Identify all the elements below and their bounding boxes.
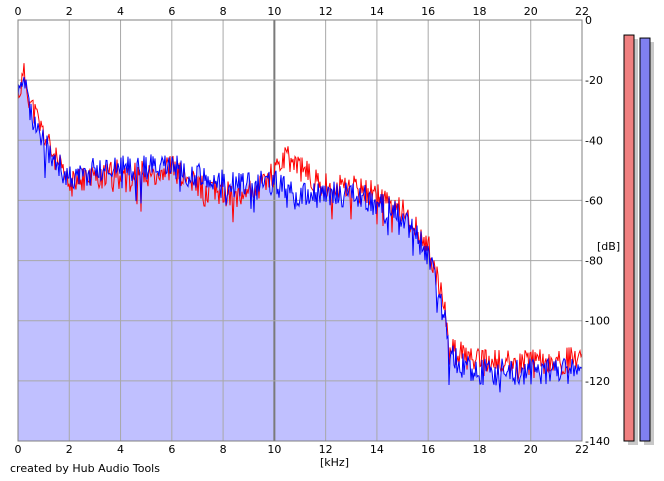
x-tick-label-bottom: 8 <box>220 443 227 456</box>
x-tick-label-top: 2 <box>66 5 73 18</box>
x-tick-label-top: 22 <box>575 5 589 18</box>
y-axis-label: [dB] <box>597 240 621 253</box>
x-axis-label: [kHz] <box>320 456 349 469</box>
x-tick-label-bottom: 20 <box>524 443 538 456</box>
x-tick-label-top: 20 <box>524 5 538 18</box>
x-tick-label-bottom: 16 <box>421 443 435 456</box>
x-tick-label-bottom: 18 <box>472 443 486 456</box>
x-tick-label-bottom: 10 <box>267 443 281 456</box>
y-tick-label: -120 <box>585 375 610 388</box>
x-tick-label-bottom: 6 <box>168 443 175 456</box>
x-tick-label-bottom: 4 <box>117 443 124 456</box>
level-meter-bar <box>639 37 651 442</box>
x-tick-label-top: 18 <box>472 5 486 18</box>
y-tick-label: 0 <box>585 14 592 27</box>
x-tick-label-top: 4 <box>117 5 124 18</box>
x-tick-label-top: 0 <box>15 5 22 18</box>
y-tick-label: -100 <box>585 315 610 328</box>
x-tick-label-bottom: 12 <box>319 443 333 456</box>
level-meter-bar <box>623 34 635 442</box>
plot-frame <box>17 19 583 442</box>
spectrum-fill-area <box>18 77 582 441</box>
y-tick-label: -140 <box>585 435 610 448</box>
x-tick-label-top: 16 <box>421 5 435 18</box>
x-tick-label-top: 6 <box>168 5 175 18</box>
y-tick-label: -20 <box>585 74 603 87</box>
y-tick-label: -40 <box>585 134 603 147</box>
x-tick-label-top: 10 <box>267 5 281 18</box>
series-line-blue <box>17 76 583 393</box>
x-tick-label-bottom: 22 <box>575 443 589 456</box>
x-tick-label-bottom: 2 <box>66 443 73 456</box>
x-tick-label-top: 12 <box>319 5 333 18</box>
x-tick-label-bottom: 14 <box>370 443 384 456</box>
x-tick-label-top: 8 <box>220 5 227 18</box>
y-tick-label: -80 <box>585 255 603 268</box>
x-tick-label-bottom: 0 <box>15 443 22 456</box>
series-line-red <box>17 63 583 382</box>
y-tick-label: -60 <box>585 194 603 207</box>
credit-text: created by Hub Audio Tools <box>10 462 160 475</box>
x-tick-label-top: 14 <box>370 5 384 18</box>
